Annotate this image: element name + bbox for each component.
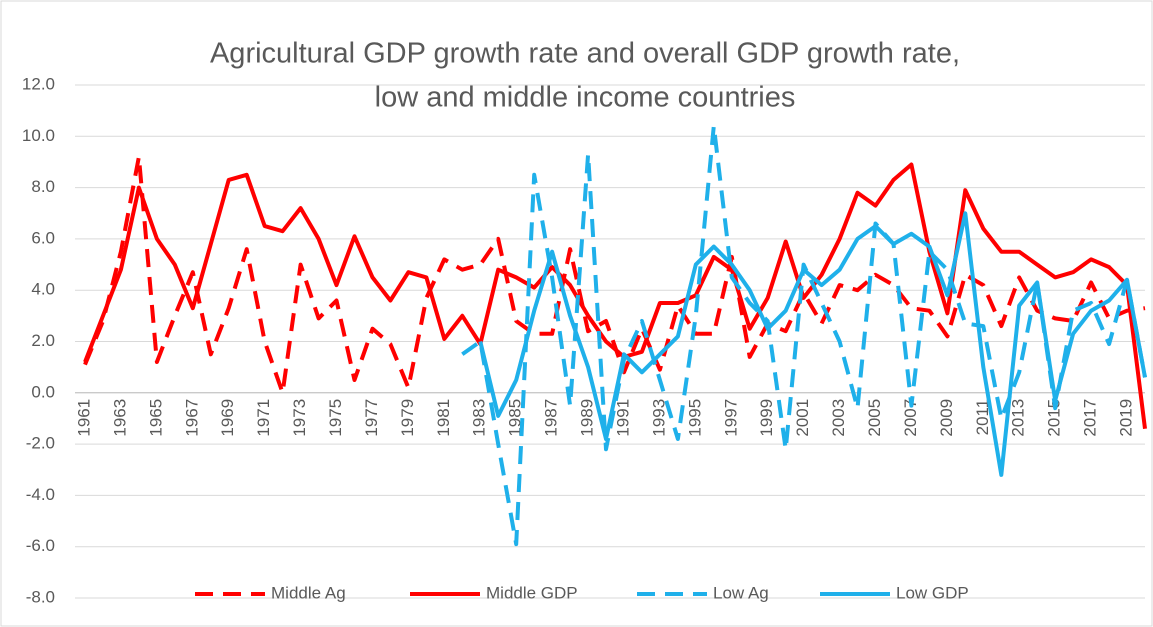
x-tick-label: 1973 bbox=[290, 399, 309, 437]
y-tick-label: -6.0 bbox=[26, 536, 55, 555]
x-tick-label: 2007 bbox=[901, 399, 920, 437]
series-line bbox=[83, 162, 1147, 429]
y-tick-label: 0.0 bbox=[31, 382, 55, 401]
x-tick-label: 2019 bbox=[1117, 399, 1136, 437]
y-tick-label: 12.0 bbox=[22, 74, 55, 93]
legend-label: Middle GDP bbox=[486, 583, 578, 602]
x-tick-label: 1961 bbox=[74, 399, 93, 437]
y-tick-label: -2.0 bbox=[26, 434, 55, 453]
x-tick-label: 1997 bbox=[721, 399, 740, 437]
x-tick-label: 2003 bbox=[829, 399, 848, 437]
x-tick-label: 1965 bbox=[146, 399, 165, 437]
x-tick-label: 1963 bbox=[110, 399, 129, 437]
x-tick-label: 2005 bbox=[865, 399, 884, 437]
x-tick-label: 1999 bbox=[757, 399, 776, 437]
x-tick-label: 2001 bbox=[793, 399, 812, 437]
y-tick-label: 2.0 bbox=[31, 331, 55, 350]
series-line bbox=[478, 211, 1147, 477]
x-tick-label: 1981 bbox=[434, 399, 453, 437]
x-tick-label: 1989 bbox=[578, 399, 597, 437]
x-tick-label: 1969 bbox=[218, 399, 237, 437]
legend-label: Low GDP bbox=[896, 583, 969, 602]
legend-label: Middle Ag bbox=[271, 583, 346, 602]
y-tick-label: 6.0 bbox=[31, 228, 55, 247]
y-tick-label: -4.0 bbox=[26, 485, 55, 504]
x-tick-label: 2013 bbox=[1009, 399, 1028, 437]
x-tick-label: 1995 bbox=[685, 399, 704, 437]
x-tick-label: 1991 bbox=[613, 399, 632, 437]
y-tick-label: 4.0 bbox=[31, 280, 55, 299]
series-line bbox=[461, 124, 1147, 547]
x-tick-label: 2015 bbox=[1045, 399, 1064, 437]
x-tick-label: 2011 bbox=[973, 399, 992, 436]
chart-title: Agricultural GDP growth rate and overall… bbox=[210, 38, 960, 70]
y-tick-label: 10.0 bbox=[22, 126, 55, 145]
x-tick-label: 1979 bbox=[398, 399, 417, 437]
x-tick-label: 1971 bbox=[254, 399, 273, 437]
x-tick-label: 1983 bbox=[470, 399, 489, 437]
x-tick-label: 1987 bbox=[542, 399, 561, 437]
x-tick-label: 1977 bbox=[362, 399, 381, 437]
x-tick-label: 1993 bbox=[649, 399, 668, 437]
legend-label: Low Ag bbox=[713, 583, 769, 602]
y-tick-label: -8.0 bbox=[26, 587, 55, 606]
x-tick-label: 2009 bbox=[937, 399, 956, 437]
chart-title: low and middle income countries bbox=[375, 82, 796, 114]
x-tick-label: 1967 bbox=[182, 399, 201, 437]
x-tick-label: 1975 bbox=[326, 399, 345, 437]
x-tick-label: 2017 bbox=[1081, 399, 1100, 437]
y-tick-label: 8.0 bbox=[31, 177, 55, 196]
